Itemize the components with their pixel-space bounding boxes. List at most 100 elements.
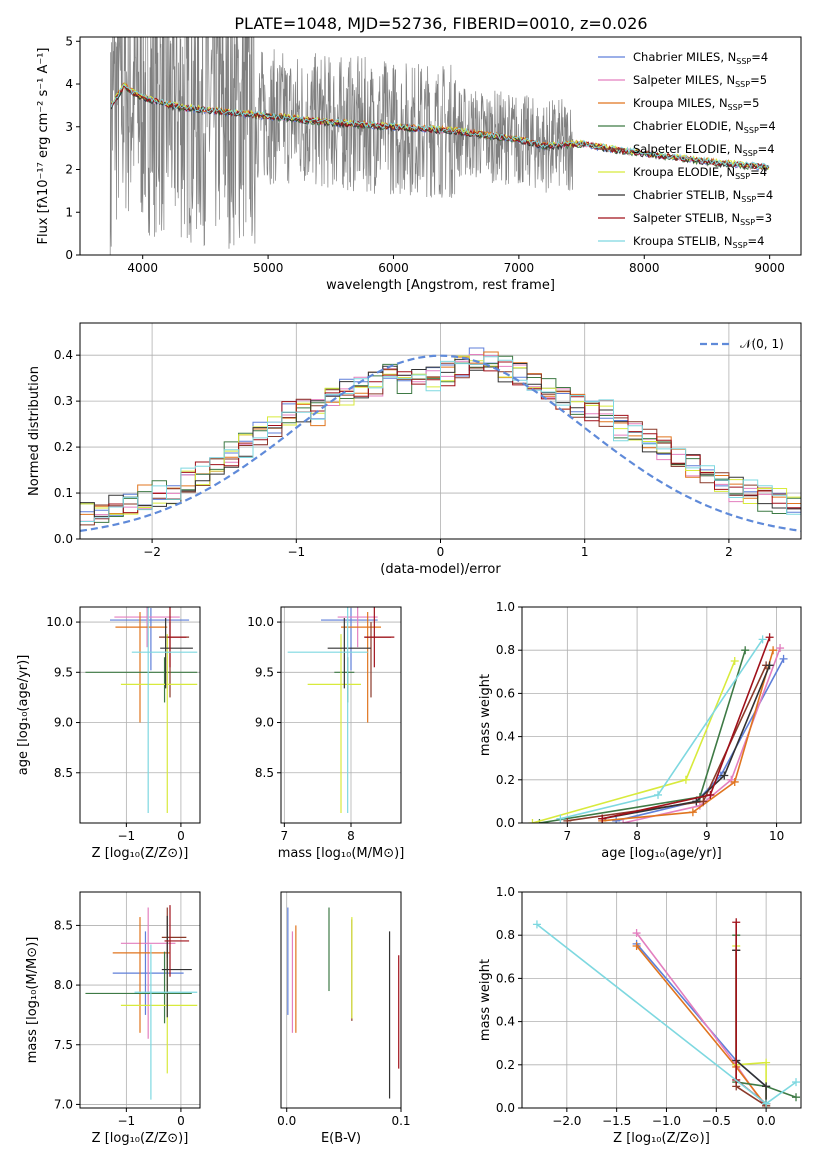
legend-label-7: Salpeter STELIB, NSSP=3 <box>633 211 772 227</box>
y-tick-label: 3 <box>65 120 73 134</box>
x-tick-label: 9 <box>703 829 711 843</box>
y-tick-label: 0 <box>65 248 73 262</box>
x-axis-label: Z [log₁₀(Z/Z⊙)] <box>92 1131 189 1146</box>
legend-subscript: SSP <box>740 218 755 227</box>
x-tick-label: −1.0 <box>652 1114 681 1128</box>
y-tick-label: 0.6 <box>496 971 515 985</box>
x-tick-label: 0 <box>177 1114 185 1128</box>
x-axis-label: wavelength [Angstrom, rest frame] <box>326 278 555 293</box>
y-tick-label: 0.2 <box>496 773 515 787</box>
y-tick-label: 9.5 <box>54 665 73 679</box>
y-tick-label: 0.0 <box>496 1101 515 1115</box>
errorbar-area <box>85 607 198 813</box>
y-tick-label: 7.0 <box>54 1097 73 1111</box>
legend-label-8: Kroupa STELIB, NSSP=4 <box>633 234 764 250</box>
weight-marker <box>632 942 641 950</box>
legend-label-3: Chabrier ELODIE, NSSP=4 <box>633 119 776 135</box>
x-tick-label: −1 <box>287 545 305 559</box>
weight-marker <box>792 1078 801 1087</box>
y-tick-label: 8.0 <box>54 978 73 992</box>
weight-marker <box>563 816 572 823</box>
observed-spectrum <box>109 37 574 255</box>
legend-subscript: SSP <box>744 126 759 135</box>
y-tick-label: 0.4 <box>496 1015 515 1029</box>
weight-marker <box>598 814 607 823</box>
legend-value: =5 <box>743 96 760 110</box>
x-tick-label: 8000 <box>629 261 660 275</box>
y-tick-label: 0.2 <box>496 1058 515 1072</box>
errorbar-area <box>85 905 198 1100</box>
histogram-8 <box>80 356 801 522</box>
y-axis-label: mass weight <box>478 959 493 1041</box>
x-tick-label: −1 <box>118 1114 136 1128</box>
x-tick-label: 6000 <box>378 261 409 275</box>
weight-marker <box>532 920 541 929</box>
weight-marker <box>776 644 785 653</box>
legend-subscript: SSP <box>741 195 756 204</box>
legend-subscript: SSP <box>728 103 743 112</box>
x-axis-label: E(B-V) <box>321 1131 361 1146</box>
legend-label-6: Chabrier STELIB, NSSP=4 <box>633 188 773 204</box>
weight-line-2 <box>635 945 767 1107</box>
weight-marker <box>730 657 739 665</box>
axes-frame <box>280 891 402 1109</box>
weight-marker <box>612 816 621 823</box>
legend-label-4: Salpeter ELODIE, NSSP=4 <box>633 142 775 158</box>
weight-marker <box>681 775 690 784</box>
legend-value: =3 <box>755 211 772 225</box>
legend-subscript: SSP <box>735 172 750 181</box>
legend-subscript: SSP <box>736 57 751 66</box>
y-tick-label: 0.4 <box>496 730 515 744</box>
weight-marker <box>632 929 641 938</box>
histogram-1 <box>80 354 801 522</box>
x-tick-label: 7000 <box>504 261 535 275</box>
y-tick-label: 0.0 <box>496 816 515 830</box>
legend-value: =4 <box>756 188 773 202</box>
y-tick-label: 0.3 <box>54 394 73 408</box>
legend-value: =4 <box>758 142 775 156</box>
weight-line-6 <box>602 664 771 820</box>
weight-marker <box>654 790 663 799</box>
errorbar-area <box>287 607 395 813</box>
legend-value: =4 <box>748 234 765 248</box>
legend-value: =4 <box>750 165 767 179</box>
x-axis-label: Z [log₁₀(Z/Z⊙)] <box>92 846 189 861</box>
legend-label-5: Kroupa ELODIE, NSSP=4 <box>633 165 767 181</box>
y-tick-label: 5 <box>65 34 73 48</box>
x-axis-label: Z [log₁₀(Z/Z⊙)] <box>613 1131 710 1146</box>
y-tick-label: 0.6 <box>496 686 515 700</box>
axes-frame <box>79 891 201 1109</box>
x-tick-label: 0 <box>177 829 185 843</box>
weight-marker <box>762 1058 771 1067</box>
y-tick-label: 1.0 <box>496 885 515 899</box>
legend-subscript: SSP <box>733 241 748 250</box>
x-tick-label: −1.5 <box>602 1114 631 1128</box>
histogram-7 <box>80 361 801 522</box>
y-axis-label: age [log₁₀(age/yr)] <box>16 655 31 776</box>
model-spectrum-8 <box>110 83 770 170</box>
legend-subscript: SSP <box>743 149 758 158</box>
x-tick-label: 9000 <box>754 261 785 275</box>
weight-marker <box>730 777 739 786</box>
y-tick-label: 2 <box>65 163 73 177</box>
axes-frame <box>521 606 802 824</box>
weight-marker <box>556 814 565 823</box>
weight-marker <box>765 661 774 670</box>
weight-line-1 <box>622 647 781 823</box>
figure-title: PLATE=1048, MJD=52736, FIBERID=0010, z=0… <box>234 14 647 33</box>
y-axis-label: mass weight <box>478 674 493 756</box>
y-tick-label: 0.4 <box>54 348 73 362</box>
legend-label-0: Chabrier MILES, NSSP=4 <box>633 50 768 66</box>
y-tick-label: 10.0 <box>46 615 73 629</box>
weight-marker <box>762 1099 771 1108</box>
weight-marker <box>792 1093 801 1102</box>
y-tick-label: 7.5 <box>54 1038 73 1052</box>
weight-line-2 <box>602 649 774 822</box>
x-tick-label: 1 <box>581 545 589 559</box>
x-tick-label: −0.5 <box>702 1114 731 1128</box>
y-tick-label: 8.5 <box>54 918 73 932</box>
y-tick-label: 0.0 <box>54 532 73 546</box>
line-plot-area <box>532 918 801 1108</box>
weight-marker <box>762 1082 771 1091</box>
